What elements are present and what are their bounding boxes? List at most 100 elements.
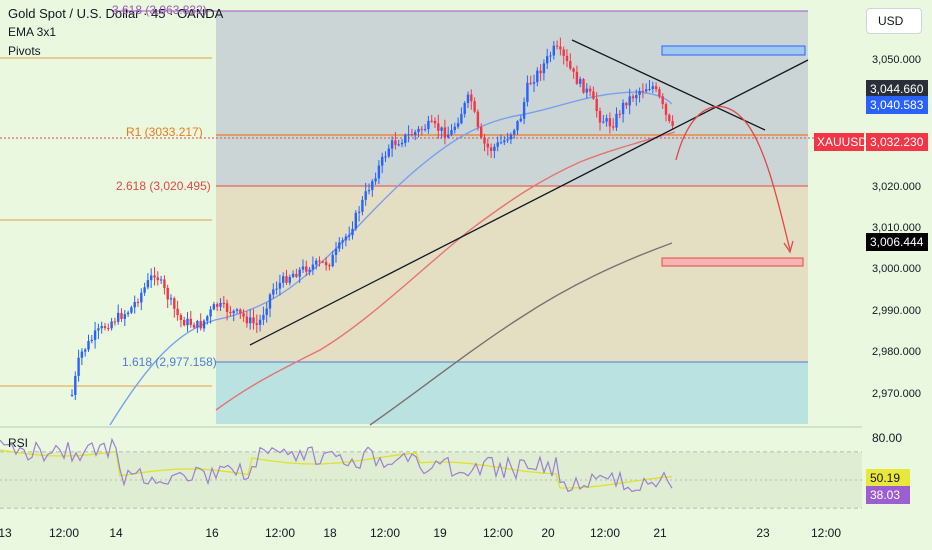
candle-body [661, 96, 664, 105]
candle-body [539, 70, 542, 74]
time-tick-label: 18 [323, 526, 337, 540]
currency-button[interactable]: USD [866, 8, 922, 34]
user-drawings[interactable] [249, 39, 809, 346]
candle-body [136, 301, 140, 303]
candle-body [163, 279, 166, 288]
candle-body [74, 375, 77, 395]
candle-body [258, 319, 262, 325]
candle-body [526, 82, 529, 103]
ema-indicator-label[interactable]: EMA 3x1 [8, 25, 57, 39]
candle-body [321, 261, 324, 263]
rsi-value-tag: 38.03 [866, 486, 910, 504]
candle-body [654, 86, 658, 90]
candle-body [658, 89, 661, 97]
candle-body [450, 130, 453, 135]
pivots-indicator-label[interactable]: Pivots [8, 44, 41, 58]
candle-body [242, 313, 245, 317]
candle-body [295, 273, 298, 277]
candle-body [156, 277, 159, 281]
price-tag-slow-ema: 3,006.444 [866, 233, 928, 251]
candle-body [255, 323, 258, 325]
candle-body [103, 326, 107, 329]
time-tick-label: 20 [541, 526, 555, 540]
candle-body [265, 308, 268, 315]
candle-body [489, 147, 493, 151]
candle-body [532, 82, 536, 84]
candle-body [608, 118, 612, 127]
candle-body [612, 126, 615, 128]
candle-body [381, 156, 384, 166]
candle-body [84, 349, 87, 352]
candle-body [519, 118, 522, 122]
candle-body [354, 212, 357, 229]
candle-body [298, 269, 301, 277]
candle-body [615, 113, 618, 128]
rsi-label[interactable]: RSI [8, 436, 29, 450]
candle-body [463, 103, 466, 115]
candle-body [282, 276, 285, 283]
candle-body [440, 127, 443, 131]
candle-body [189, 318, 192, 325]
candle-body [331, 254, 334, 267]
candle-body [631, 96, 635, 99]
candle-body [288, 276, 291, 283]
candle-body [476, 111, 480, 127]
fib-1618-label: 1.618 (2,977.158) [122, 355, 217, 369]
candle-body [635, 94, 638, 99]
candle-body [427, 120, 430, 130]
candle-body [291, 273, 295, 277]
candle-body [199, 321, 202, 329]
candle-body [618, 113, 621, 115]
candle-body [390, 140, 394, 149]
candle-body [453, 126, 456, 131]
candle-body [417, 128, 420, 133]
candle-body [400, 142, 404, 145]
candle-body [219, 302, 222, 307]
candle-body [447, 134, 450, 138]
price-tick-label: 3,050.000 [872, 54, 921, 66]
candle-body [493, 146, 496, 151]
candle-body [470, 94, 473, 102]
candle-body [496, 142, 499, 147]
candle-body [410, 134, 414, 136]
candle-body [311, 264, 315, 270]
time-tick-label: 12:00 [370, 526, 400, 540]
candle-body [328, 265, 331, 267]
candle-body [529, 82, 532, 84]
candle-body [97, 328, 100, 331]
candle-body [338, 242, 341, 249]
candle-body [153, 275, 156, 278]
candle-body [648, 88, 651, 90]
candle-body [430, 120, 433, 122]
candle-body [120, 312, 123, 319]
candle-body [357, 211, 361, 213]
candle-body [486, 143, 489, 148]
target-box-lower [661, 257, 804, 267]
candle-body [275, 288, 278, 290]
candle-body [460, 114, 463, 124]
candle-body [367, 190, 371, 192]
candle-body [377, 165, 381, 179]
symbol-title[interactable]: Gold Spot / U.S. Dollar · 45 · OANDA [8, 6, 224, 21]
candle-body [371, 181, 374, 191]
candle-body [70, 394, 74, 396]
candle-body [552, 45, 555, 56]
pivot-r1-label: R1 (3033.217) [126, 125, 203, 139]
candle-body [585, 88, 588, 93]
chart-legend: Gold Spot / U.S. Dollar · 45 · OANDA EMA… [8, 4, 223, 61]
fib-2618-label: 2.618 (3,020.495) [116, 179, 211, 193]
time-tick-label: 12:00 [265, 526, 295, 540]
candle-body [186, 318, 189, 326]
price-tick-label: 2,970.000 [872, 388, 921, 400]
time-tick-label: 21 [653, 526, 667, 540]
price-tag-ema: 3,040.583 [866, 96, 928, 114]
price-tag-high: 3,044.660 [866, 80, 928, 98]
ema-slow-line [369, 242, 673, 426]
candle-body [522, 102, 526, 119]
time-tick-label: 16 [205, 526, 219, 540]
candle-body [572, 68, 575, 72]
candle-body [384, 156, 387, 158]
candle-body [473, 101, 476, 112]
candle-body [126, 312, 130, 315]
